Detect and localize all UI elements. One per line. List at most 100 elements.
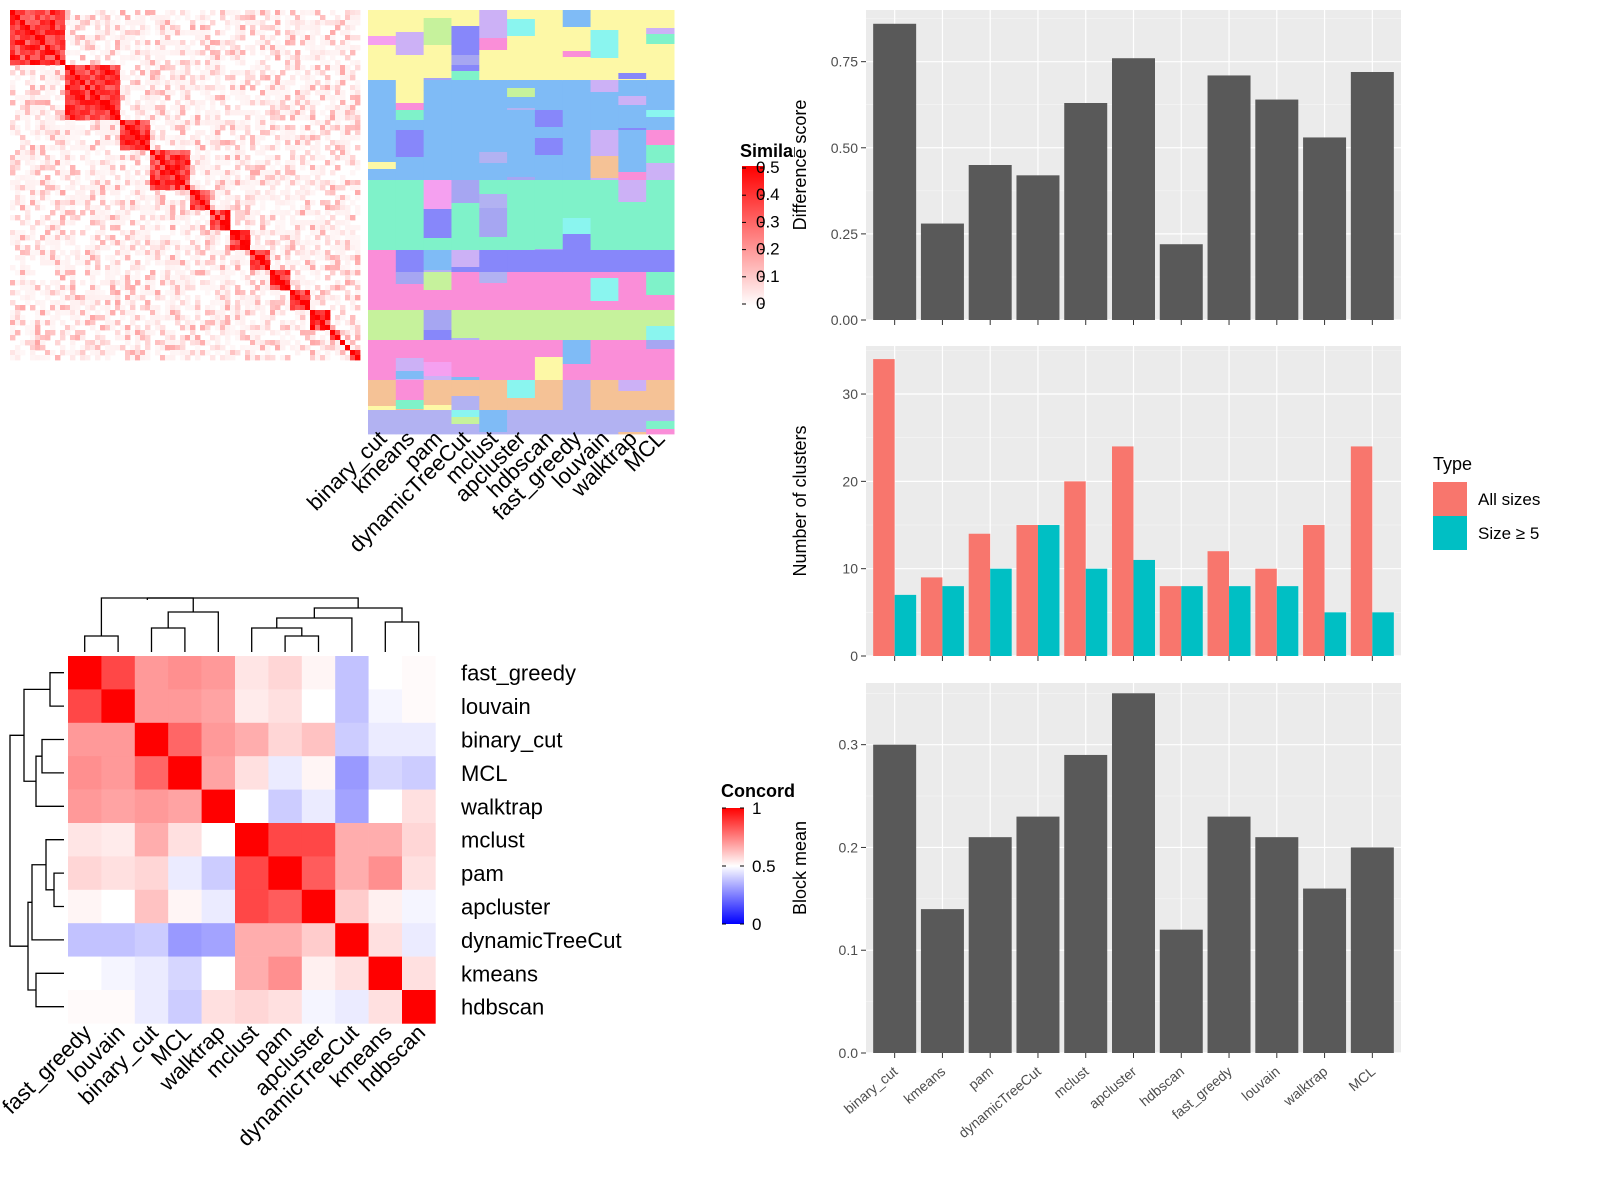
similarity-cell	[280, 165, 286, 171]
similarity-cell	[60, 70, 66, 76]
similarity-cell	[210, 170, 216, 176]
similarity-cell	[215, 315, 221, 321]
similarity-cell	[330, 180, 336, 186]
similarity-cell	[80, 185, 86, 191]
similarity-cell	[40, 30, 46, 36]
similarity-cell	[80, 40, 86, 46]
similarity-cell	[155, 40, 161, 46]
similarity-cell	[235, 220, 241, 226]
similarity-cell	[70, 60, 76, 66]
similarity-cell	[300, 145, 306, 151]
similarity-cell	[70, 265, 76, 271]
similarity-cell	[220, 280, 226, 286]
similarity-cell	[175, 320, 181, 326]
similarity-cell	[55, 240, 61, 246]
similarity-cell	[170, 215, 176, 221]
similarity-cell	[280, 235, 286, 241]
similarity-cell	[90, 235, 96, 241]
similarity-cell	[230, 150, 236, 156]
similarity-cell	[220, 120, 226, 126]
assignment-cell	[423, 425, 452, 435]
similarity-cell	[30, 100, 36, 106]
similarity-cell	[220, 175, 226, 181]
similarity-cell	[25, 245, 31, 251]
similarity-cell	[225, 325, 231, 331]
assignment-cell	[507, 340, 536, 354]
similarity-cell	[300, 165, 306, 171]
similarity-cell	[310, 40, 316, 46]
similarity-cell	[150, 310, 156, 316]
similarity-cell	[125, 205, 131, 211]
similarity-cell	[330, 125, 336, 131]
similarity-cell	[355, 165, 361, 171]
similarity-cell	[125, 300, 131, 306]
similarity-cell	[340, 205, 346, 211]
similarity-cell	[40, 355, 46, 361]
similarity-cell	[180, 335, 186, 341]
similarity-cell	[55, 230, 61, 236]
similarity-cell	[225, 250, 231, 256]
similarity-cell	[165, 180, 171, 186]
concordance-cell	[134, 889, 169, 924]
similarity-cell	[95, 205, 101, 211]
similarity-cell	[170, 345, 176, 351]
similarity-cell	[65, 140, 71, 146]
similarity-cell	[90, 110, 96, 116]
similarity-cell	[210, 225, 216, 231]
similarity-cell	[130, 135, 136, 141]
concordance-row-label: hdbscan	[461, 995, 544, 1020]
similarity-cell	[160, 240, 166, 246]
similarity-cell	[75, 180, 81, 186]
similarity-cell	[350, 305, 356, 311]
concordance-cell	[368, 789, 403, 824]
assignment-cell	[479, 194, 508, 209]
similarity-cell	[170, 295, 176, 301]
similarity-cell	[125, 125, 131, 131]
similarity-cell	[130, 30, 136, 36]
similarity-cell	[270, 120, 276, 126]
similarity-cell	[330, 325, 336, 331]
similarity-cell	[170, 300, 176, 306]
similarity-cell	[10, 120, 16, 126]
similarity-cell	[340, 250, 346, 256]
similarity-cell	[195, 235, 201, 241]
similarity-cell	[330, 185, 336, 191]
similarity-cell	[330, 230, 336, 236]
similarity-cell	[260, 275, 266, 281]
similarity-cell	[345, 255, 351, 261]
similarity-cell	[285, 25, 291, 31]
similarity-cell	[35, 300, 41, 306]
similarity-cell	[355, 180, 361, 186]
similarity-cell	[160, 270, 166, 276]
assignment-cell	[534, 300, 564, 311]
similarity-cell	[320, 110, 326, 116]
assignment-cell	[479, 406, 508, 411]
similarity-cell	[40, 35, 46, 41]
similarity-cell	[170, 125, 176, 131]
similarity-cell	[220, 190, 226, 196]
similarity-cell	[155, 170, 161, 176]
similarity-cell	[170, 305, 176, 311]
similarity-cell	[10, 350, 16, 356]
similarity-cell	[315, 170, 321, 176]
similarity-cell	[20, 145, 26, 151]
similarity-cell	[170, 275, 176, 281]
similarity-cell	[25, 90, 31, 96]
assignment-cell	[646, 295, 675, 305]
similarity-cell	[50, 325, 56, 331]
similarity-cell	[245, 250, 251, 256]
similarity-cell	[230, 240, 236, 246]
similarity-cell	[25, 250, 31, 256]
concordance-cell	[335, 789, 369, 824]
similarity-cell	[315, 295, 321, 301]
similarity-cell	[340, 350, 346, 356]
similarity-cell	[305, 330, 311, 336]
concordance-cell	[201, 856, 236, 891]
similarity-cell	[85, 160, 91, 166]
similarity-cell	[50, 350, 56, 356]
similarity-cell	[80, 85, 86, 91]
assignment-cell	[646, 34, 675, 45]
similarity-cell	[355, 320, 361, 326]
similarity-cell	[180, 170, 186, 176]
similarity-cell	[250, 25, 256, 31]
